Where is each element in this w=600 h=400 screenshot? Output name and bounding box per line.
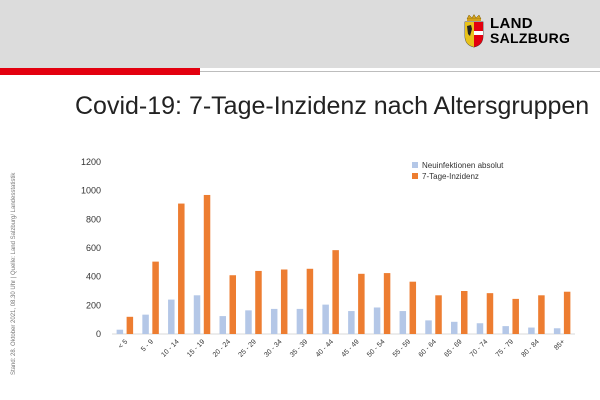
x-tick-label: 25 - 29 [238, 338, 258, 358]
x-tick-label: 30 - 34 [263, 338, 283, 358]
legend-label: Neuinfektionen absolut [422, 161, 504, 170]
logo: LAND SALZBURG [464, 14, 570, 48]
bar-neuinfektionen [296, 308, 304, 334]
bar-inzidenz [486, 293, 494, 334]
header-divider [200, 71, 600, 72]
bar-neuinfektionen [476, 323, 484, 334]
bar-neuinfektionen [348, 311, 355, 334]
y-tick-label: 400 [86, 272, 101, 282]
x-tick-label: 75 - 79 [495, 338, 515, 358]
bar-neuinfektionen [399, 311, 407, 334]
bar-inzidenz [383, 273, 391, 334]
bar-inzidenz [538, 295, 545, 334]
x-tick-label: 40 - 44 [315, 338, 335, 358]
accent-bar [0, 68, 200, 75]
x-tick-label: 45 - 49 [340, 338, 360, 358]
coat-of-arms-icon [464, 14, 484, 48]
bar-neuinfektionen [425, 320, 432, 334]
bar-neuinfektionen [270, 308, 278, 334]
x-tick-label: 5 - 9 [140, 338, 155, 353]
bar-neuinfektionen [168, 299, 175, 334]
bar-neuinfektionen [245, 310, 252, 334]
bar-neuinfektionen [502, 326, 509, 334]
legend-label: 7-Tage-Inzidenz [422, 172, 479, 181]
bar-neuinfektionen [528, 327, 535, 334]
page-title: Covid-19: 7-Tage-Inzidenz nach Altersgru… [75, 92, 590, 120]
y-tick-label: 600 [86, 243, 101, 253]
bar-inzidenz [255, 270, 262, 334]
bar-inzidenz [178, 203, 185, 334]
x-tick-label: 80 - 84 [520, 338, 540, 358]
x-tick-label: 50 - 54 [366, 338, 386, 358]
x-tick-label: 35 - 39 [289, 338, 309, 358]
bar-inzidenz [280, 269, 288, 334]
bar-neuinfektionen [322, 304, 329, 334]
bar-inzidenz [409, 281, 417, 334]
x-tick-label: 85+ [553, 338, 566, 351]
x-tick-label: 15 - 19 [186, 338, 206, 358]
bar-inzidenz [512, 298, 519, 334]
x-tick-label: 60 - 64 [418, 338, 438, 358]
bar-neuinfektionen [451, 321, 458, 334]
x-tick-label: 10 - 14 [160, 338, 180, 358]
logo-line-2: SALZBURG [490, 30, 571, 46]
y-tick-label: 0 [96, 329, 101, 339]
header-band [0, 0, 600, 68]
bar-neuinfektionen [142, 314, 149, 334]
bar-inzidenz [563, 291, 571, 334]
y-tick-label: 1200 [81, 157, 101, 167]
bar-neuinfektionen [373, 307, 381, 334]
bar-inzidenz [126, 316, 134, 334]
y-tick-label: 800 [86, 214, 101, 224]
bar-inzidenz [203, 194, 211, 334]
bar-inzidenz [461, 291, 468, 334]
y-tick-label: 1000 [81, 186, 101, 196]
x-tick-label: 65 - 69 [443, 338, 463, 358]
bar-inzidenz [306, 268, 314, 334]
bar-neuinfektionen [193, 295, 201, 334]
y-tick-label: 200 [86, 300, 101, 310]
legend-swatch [412, 162, 418, 168]
bar-inzidenz [435, 295, 442, 334]
bar-neuinfektionen [116, 329, 124, 334]
x-tick-label: 55 - 59 [392, 338, 412, 358]
legend-swatch [412, 173, 418, 179]
bar-inzidenz [152, 261, 159, 334]
x-tick-label: < 5 [117, 338, 129, 350]
bar-inzidenz [332, 250, 339, 334]
x-tick-label: 20 - 24 [212, 338, 232, 358]
x-tick-label: 70 - 74 [469, 338, 489, 358]
logo-line-1: LAND [490, 15, 533, 32]
bar-inzidenz [358, 273, 365, 334]
bar-neuinfektionen [553, 328, 561, 334]
bar-inzidenz [229, 275, 236, 334]
bar-neuinfektionen [219, 316, 226, 334]
